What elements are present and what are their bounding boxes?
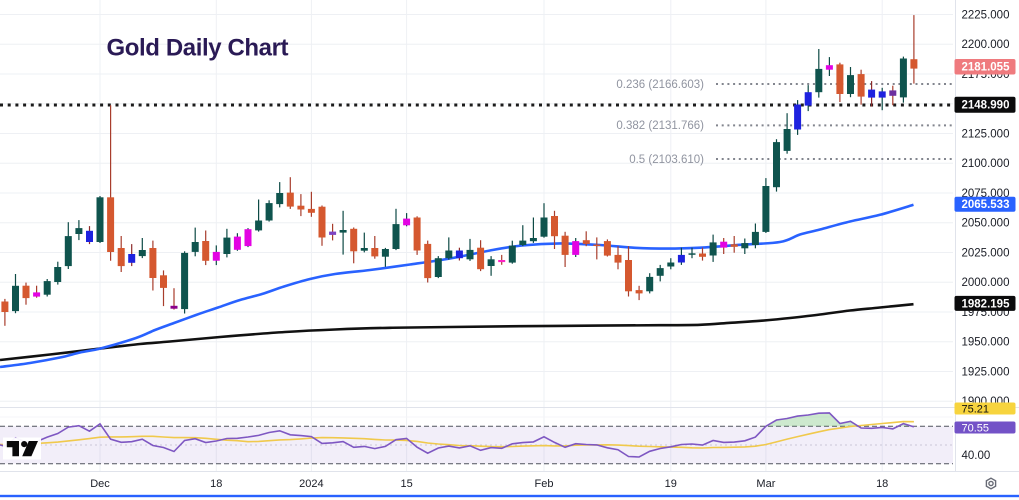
svg-text:1982.195: 1982.195 [962, 298, 1011, 310]
svg-text:75.21: 75.21 [962, 403, 990, 415]
svg-text:2025.000: 2025.000 [962, 247, 1010, 259]
svg-text:2024: 2024 [299, 478, 323, 490]
svg-text:0.382 (2131.766): 0.382 (2131.766) [616, 120, 704, 132]
svg-text:Gold Daily Chart: Gold Daily Chart [107, 35, 289, 62]
svg-text:2125.000: 2125.000 [962, 128, 1010, 140]
svg-text:2050.000: 2050.000 [962, 218, 1010, 230]
svg-text:2065.533: 2065.533 [962, 199, 1010, 211]
svg-text:Dec: Dec [90, 478, 110, 490]
svg-text:2000.000: 2000.000 [962, 277, 1010, 289]
svg-text:2148.990: 2148.990 [962, 100, 1010, 112]
svg-text:2225.000: 2225.000 [962, 9, 1010, 21]
svg-text:19: 19 [665, 478, 677, 490]
svg-text:Mar: Mar [756, 478, 775, 490]
svg-text:Feb: Feb [535, 478, 554, 490]
svg-text:2100.000: 2100.000 [962, 158, 1010, 170]
svg-text:70.55: 70.55 [962, 422, 990, 434]
svg-text:18: 18 [876, 478, 888, 490]
svg-text:1950.000: 1950.000 [962, 337, 1010, 349]
svg-text:2181.055: 2181.055 [962, 62, 1011, 74]
svg-text:18: 18 [210, 478, 222, 490]
svg-text:0.5 (2103.610): 0.5 (2103.610) [629, 154, 704, 166]
svg-text:0.236 (2166.603): 0.236 (2166.603) [616, 79, 704, 91]
svg-text:1925.000: 1925.000 [962, 366, 1010, 378]
svg-text:2200.000: 2200.000 [962, 39, 1010, 51]
svg-text:15: 15 [400, 478, 412, 490]
svg-text:40.00: 40.00 [962, 450, 991, 462]
